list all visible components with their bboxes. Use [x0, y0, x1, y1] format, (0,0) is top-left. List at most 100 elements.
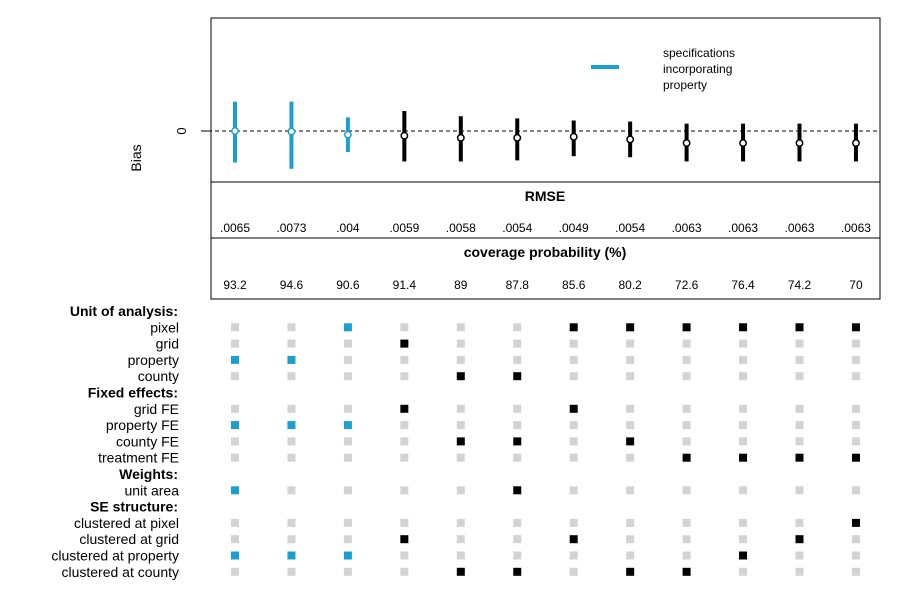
indicator-cell — [795, 567, 804, 576]
indicator-cell — [851, 535, 860, 544]
coverage-value-7: 85.6 — [562, 278, 586, 292]
bias-point-4 — [400, 131, 409, 140]
bias-point-6 — [513, 133, 522, 142]
indicator-cell — [343, 437, 352, 446]
indicator-cell — [231, 339, 239, 348]
indicator-cell — [343, 404, 352, 413]
indicator-cell — [456, 355, 465, 364]
indicator-cell — [682, 486, 691, 495]
indicator-cell — [851, 372, 860, 381]
rmse-values: .0065 .0073 .004 .0059 .0058 .0054 .0049 .0054.… — [220, 221, 871, 235]
indicator-cell — [456, 339, 465, 348]
indicator-cell — [231, 486, 239, 495]
indicator-cell — [513, 339, 522, 348]
coverage-values: 93.2 94.6 90.6 91.4 89 87.8 85.6 80.2 72.6 76.4 74… — [223, 278, 863, 292]
indicator-cell — [626, 567, 635, 576]
indicator-cell — [795, 355, 804, 364]
indicator-cell — [400, 372, 409, 381]
indicator-cell — [287, 421, 296, 430]
bias-point-12 — [852, 139, 860, 148]
indicator-cell — [287, 453, 296, 462]
coverage-value-11: 74.2 — [788, 278, 812, 292]
indicator-cell — [287, 339, 296, 348]
indicator-cell — [400, 486, 409, 495]
indicator-cell — [400, 453, 409, 462]
indicator-cell — [400, 551, 409, 560]
rmse-value-11: .0063 — [784, 221, 814, 235]
indicator-cell — [626, 486, 635, 495]
indicator-cell — [739, 355, 748, 364]
indicator-cell — [682, 372, 691, 381]
indicator-cell — [682, 339, 691, 348]
indicator-label: unit area — [125, 482, 180, 498]
indicator-cell — [682, 421, 691, 430]
indicator-cell — [795, 372, 804, 381]
indicator-cell — [795, 453, 804, 462]
indicator-cell — [569, 372, 578, 381]
indicator-cell — [851, 567, 860, 576]
rmse-value-10: .0063 — [728, 221, 758, 235]
indicator-cell — [400, 323, 409, 332]
indicator-cell — [287, 551, 296, 560]
indicator-cell — [456, 372, 465, 381]
indicator-cell — [287, 486, 296, 495]
coverage-title: coverage probability (%) — [464, 244, 627, 260]
bias-point-2 — [287, 127, 296, 136]
legend-label-line-1: specifications — [663, 46, 735, 60]
indicator-cell — [569, 551, 578, 560]
rmse-value-3: .004 — [336, 221, 360, 235]
indicator-cell — [456, 323, 465, 332]
indicator-cell — [569, 323, 578, 332]
indicator-cell — [287, 404, 296, 413]
bias-plot-frame — [210, 17, 881, 183]
indicator-cell — [513, 518, 522, 527]
indicator-cell — [231, 372, 239, 381]
indicator-cell — [343, 453, 352, 462]
indicator-cell — [626, 551, 635, 560]
indicator-label: clustered at county — [61, 564, 179, 580]
indicator-cell — [851, 486, 860, 495]
indicator-cell — [682, 437, 691, 446]
indicator-cell — [287, 372, 296, 381]
indicator-cell — [851, 339, 860, 348]
indicator-cell — [682, 453, 691, 462]
coverage-value-1: 93.2 — [223, 278, 247, 292]
indicator-cell — [287, 355, 296, 364]
indicator-cell — [287, 437, 296, 446]
indicator-label: grid — [156, 336, 179, 352]
indicator-cell — [513, 404, 522, 413]
indicator-cell — [569, 486, 578, 495]
indicator-cell — [626, 323, 635, 332]
indicator-label: county — [138, 368, 179, 384]
indicator-cell — [626, 339, 635, 348]
legend-label-line-2: incorporating — [663, 62, 732, 76]
indicator-cell — [626, 535, 635, 544]
indicator-cell — [343, 567, 352, 576]
indicator-cell — [739, 518, 748, 527]
indicator-cell — [795, 486, 804, 495]
indicator-cell — [513, 535, 522, 544]
indicator-cell — [851, 404, 860, 413]
indicator-cell — [851, 355, 860, 364]
indicator-cell — [569, 437, 578, 446]
indicator-cell — [400, 339, 409, 348]
indicator-cell — [795, 323, 804, 332]
indicator-cell — [287, 518, 296, 527]
indicator-cell — [456, 551, 465, 560]
indicator-cell — [682, 551, 691, 560]
indicator-cell — [343, 535, 352, 544]
indicator-cell — [456, 486, 465, 495]
indicator-cell — [400, 421, 409, 430]
indicator-cell — [569, 453, 578, 462]
indicator-cell — [343, 421, 352, 430]
indicator-cell — [682, 323, 691, 332]
indicator-cell — [795, 535, 804, 544]
indicator-cell — [739, 323, 748, 332]
group-title-2: Fixed effects: — [88, 385, 178, 401]
y-axis-label: Bias — [128, 144, 144, 171]
coverage-value-2: 94.6 — [280, 278, 304, 292]
indicator-cell — [626, 372, 635, 381]
indicator-cell — [739, 339, 748, 348]
indicator-cell — [851, 551, 860, 560]
